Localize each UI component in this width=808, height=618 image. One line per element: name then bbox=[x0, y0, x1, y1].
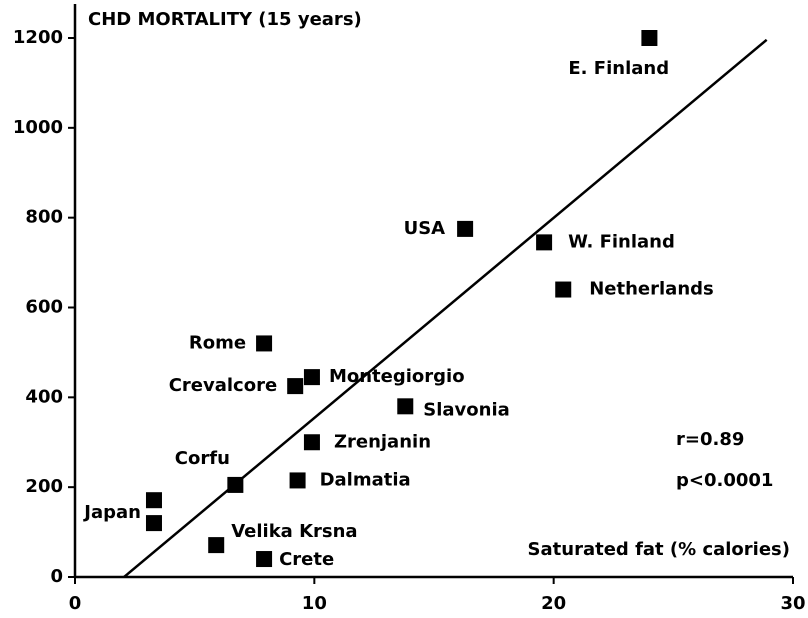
point-label: E. Finland bbox=[568, 58, 669, 79]
y-tick-label: 400 bbox=[25, 386, 63, 407]
point bbox=[303, 434, 320, 451]
y-tick-label: 200 bbox=[25, 476, 63, 497]
chart-title: CHD MORTALITY (15 years) bbox=[88, 9, 362, 30]
point-label: Japan bbox=[82, 502, 141, 523]
point bbox=[227, 476, 244, 493]
y-tick-label: 800 bbox=[25, 207, 63, 228]
y-tick-label: 1200 bbox=[13, 27, 63, 48]
point bbox=[208, 537, 225, 554]
point bbox=[641, 30, 658, 46]
point bbox=[256, 335, 273, 352]
point-label: Montegiorgio bbox=[329, 366, 465, 387]
trend-line bbox=[123, 38, 768, 578]
point-label: Zrenjanin bbox=[334, 431, 431, 452]
y-tick-label: 600 bbox=[25, 297, 63, 318]
point-label: W. Finland bbox=[568, 231, 675, 252]
point-label: Slavonia bbox=[423, 399, 510, 420]
point-label: Rome bbox=[189, 332, 246, 353]
annotation: r=0.89 bbox=[676, 429, 744, 450]
point bbox=[303, 369, 320, 386]
x-axis-label: Saturated fat (% calories) bbox=[528, 539, 790, 560]
point bbox=[536, 234, 553, 251]
x-tick-label: 30 bbox=[780, 593, 805, 614]
point bbox=[145, 492, 162, 509]
x-tick-label: 0 bbox=[69, 593, 82, 614]
x-tick-label: 10 bbox=[302, 593, 327, 614]
point-label: Dalmatia bbox=[320, 469, 411, 490]
point-label: USA bbox=[404, 218, 446, 239]
point-label: Velika Krsna bbox=[231, 521, 357, 542]
point-label: Crete bbox=[279, 549, 334, 570]
x-tick-label: 20 bbox=[541, 593, 566, 614]
point bbox=[457, 220, 474, 237]
point bbox=[256, 551, 273, 568]
point bbox=[555, 281, 572, 298]
point bbox=[289, 472, 306, 489]
point-label: Netherlands bbox=[589, 279, 714, 300]
point-label: Corfu bbox=[175, 448, 230, 469]
y-tick-label: 0 bbox=[50, 566, 63, 587]
y-tick-label: 1000 bbox=[13, 117, 63, 138]
point bbox=[397, 398, 414, 415]
point bbox=[287, 378, 304, 395]
annotation: p<0.0001 bbox=[676, 470, 773, 491]
point-label: Crevalcore bbox=[169, 375, 277, 396]
point bbox=[145, 515, 162, 532]
